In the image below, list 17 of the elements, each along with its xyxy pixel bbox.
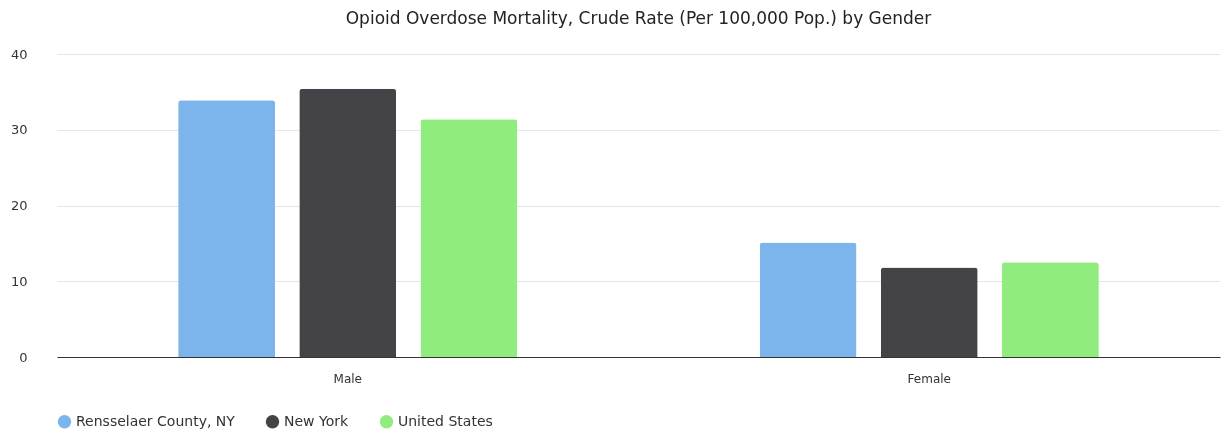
y-tick-label: 0 <box>19 349 28 365</box>
legend-label: United States <box>398 412 493 429</box>
bar <box>759 242 857 357</box>
y-tick-label: 30 <box>10 122 28 138</box>
x-tick-label: Female <box>907 371 951 386</box>
chart-title: Opioid Overdose Mortality, Crude Rate (Per 100,000 Pop.) by Gender <box>345 8 932 28</box>
y-tick-label: 10 <box>10 273 28 289</box>
y-tick-label: 20 <box>10 198 28 213</box>
legend-label: New York <box>284 412 349 429</box>
legend-label: Rensselaer County, NY <box>76 412 236 429</box>
bar <box>299 88 397 357</box>
bar <box>178 100 276 357</box>
bar <box>880 267 978 357</box>
x-tick-label: Male <box>333 371 362 386</box>
y-tick-label: 40 <box>10 46 28 62</box>
bar <box>420 119 518 357</box>
bar <box>1001 262 1099 357</box>
